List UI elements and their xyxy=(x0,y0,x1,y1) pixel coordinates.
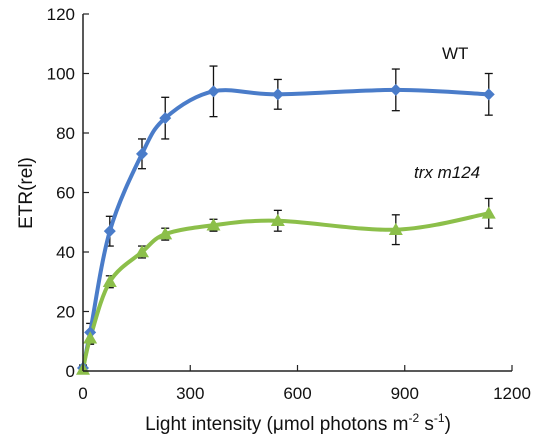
data-point-triangle xyxy=(83,331,98,344)
y-axis-title: ETR(rel) xyxy=(16,157,37,229)
x-axis-title: Light intensity (μmol photons m-2 s-1) xyxy=(145,411,451,435)
y-tick-label: 80 xyxy=(56,124,75,143)
data-point-triangle xyxy=(102,274,117,287)
y-tick-label: 120 xyxy=(47,5,75,24)
x-tick-label: 1200 xyxy=(493,384,531,403)
data-point-diamond xyxy=(271,88,284,101)
data-point-diamond xyxy=(135,147,148,160)
x-tick-label: 300 xyxy=(176,384,204,403)
x-axis-title-mid: s xyxy=(419,414,434,435)
data-point-triangle xyxy=(134,245,149,258)
y-tick-label: 0 xyxy=(66,362,75,381)
data-point-triangle xyxy=(481,206,496,219)
data-point-triangle xyxy=(388,222,403,235)
x-axis-title-sup1: -2 xyxy=(408,411,419,425)
x-tick-label: 600 xyxy=(283,384,311,403)
x-tick-label: 900 xyxy=(391,384,419,403)
series-markers xyxy=(76,83,496,375)
y-tick-label: 20 xyxy=(56,303,75,322)
data-point-diamond xyxy=(159,112,172,125)
data-point-diamond xyxy=(389,83,402,96)
x-axis-title-suffix: ) xyxy=(445,414,451,435)
series-line-1 xyxy=(81,211,491,372)
y-tick-label: 40 xyxy=(56,243,75,262)
x-axis-title-prefix: Light intensity (μmol photons m xyxy=(145,414,408,435)
series-line-0 xyxy=(81,87,491,371)
series-label-trx-m124: trx m124 xyxy=(414,163,480,182)
y-tick-label: 100 xyxy=(47,65,75,84)
y-tick-label: 60 xyxy=(56,184,75,203)
x-axis-title-sup2: -1 xyxy=(434,411,445,425)
series-lines xyxy=(81,87,491,372)
data-point-diamond xyxy=(482,88,495,101)
data-point-triangle xyxy=(158,227,173,240)
series-label-wt: WT xyxy=(442,44,468,63)
data-point-diamond xyxy=(103,225,116,238)
axes xyxy=(82,14,512,372)
x-tick-label: 0 xyxy=(78,384,87,403)
data-point-triangle xyxy=(270,213,285,227)
data-point-diamond xyxy=(207,85,220,98)
data-point-triangle xyxy=(206,218,221,231)
